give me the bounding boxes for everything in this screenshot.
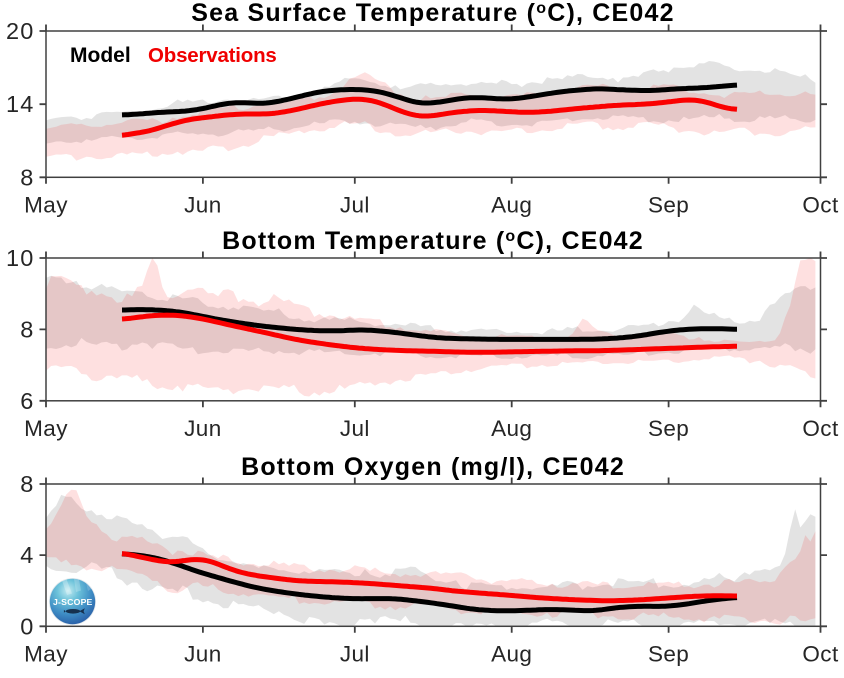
svg-text:Bottom Temperature (oC), CE042: Bottom Temperature (oC), CE042: [222, 227, 644, 255]
svg-text:Model: Model: [70, 44, 131, 67]
svg-text:10: 10: [6, 245, 35, 271]
svg-text:Aug: Aug: [491, 193, 532, 218]
svg-text:20: 20: [6, 18, 35, 44]
svg-text:8: 8: [20, 471, 34, 497]
svg-text:J-SCOPE: J-SCOPE: [53, 597, 93, 607]
svg-text:Sep: Sep: [648, 193, 689, 218]
svg-text:May: May: [24, 193, 68, 218]
svg-text:Sep: Sep: [648, 642, 689, 667]
svg-text:Bottom Oxygen (mg/l), CE042: Bottom Oxygen (mg/l), CE042: [241, 453, 625, 481]
svg-text:6: 6: [20, 388, 34, 414]
svg-text:0: 0: [20, 613, 34, 639]
svg-text:Jun: Jun: [184, 416, 221, 441]
svg-text:4: 4: [20, 542, 34, 568]
svg-text:Jul: Jul: [340, 642, 370, 667]
svg-text:Jun: Jun: [184, 193, 221, 218]
svg-text:Aug: Aug: [491, 416, 532, 441]
svg-text:May: May: [24, 642, 68, 667]
svg-text:Oct: Oct: [802, 193, 839, 218]
svg-text:14: 14: [6, 91, 35, 117]
svg-text:Jul: Jul: [340, 193, 370, 218]
svg-text:Sep: Sep: [648, 416, 689, 441]
svg-text:Oct: Oct: [802, 642, 839, 667]
svg-text:8: 8: [20, 164, 34, 190]
svg-text:Aug: Aug: [491, 642, 532, 667]
svg-text:Jul: Jul: [340, 416, 370, 441]
svg-text:Oct: Oct: [802, 416, 839, 441]
svg-text:May: May: [24, 416, 68, 441]
svg-text:Jun: Jun: [184, 642, 221, 667]
svg-text:Observations: Observations: [148, 44, 277, 67]
svg-text:8: 8: [20, 316, 34, 342]
svg-text:Sea Surface Temperature (oC),: Sea Surface Temperature (oC), CE042: [191, 0, 674, 27]
